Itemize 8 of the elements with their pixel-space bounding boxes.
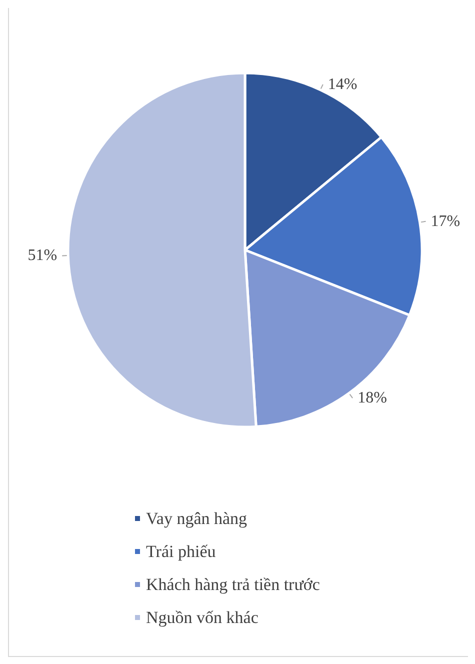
data-label: 51% xyxy=(28,247,58,264)
data-label: 14% xyxy=(328,76,358,93)
legend-label: Khách hàng trả tiền trước xyxy=(146,575,320,594)
legend-label: Nguồn vốn khác xyxy=(146,608,259,627)
data-label: 18% xyxy=(358,390,387,407)
legend-label: Trái phiếu xyxy=(146,542,216,561)
data-label: 17% xyxy=(430,212,460,230)
legend-label: Vay ngân hàng xyxy=(146,509,248,528)
